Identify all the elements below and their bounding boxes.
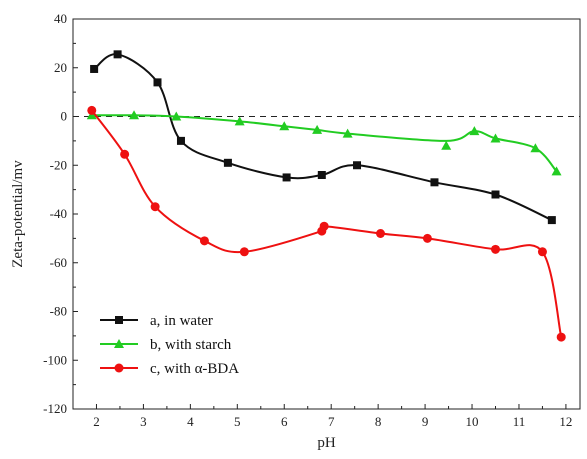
series-starch-point — [441, 140, 452, 150]
series-bda-point — [199, 236, 209, 246]
series-starch-point — [551, 166, 562, 176]
series-starch-point — [234, 116, 245, 126]
plot-area: 40 20 0 -20 -40 -60 -80 -100 -120 2 3 4 5 6 7 8 9 10 11 12 — [43, 11, 581, 429]
series-water-point — [113, 50, 122, 59]
series-bda-point — [150, 202, 160, 212]
series-bda-point — [375, 229, 385, 238]
series-bda-point — [120, 149, 130, 159]
series-water-point — [90, 64, 99, 73]
legend-marker — [114, 339, 124, 348]
y-tick-label: -80 — [50, 304, 67, 319]
series-bda — [87, 105, 566, 342]
y-tick-label: -40 — [50, 206, 67, 221]
x-tick-label: 2 — [93, 414, 100, 429]
series-bda-point — [422, 233, 432, 243]
series-water-curve — [93, 53, 553, 222]
x-tick-label: 8 — [375, 414, 382, 429]
series-starch-point — [129, 110, 140, 120]
legend-marker — [115, 316, 123, 324]
series-starch-point — [171, 111, 182, 121]
x-tick-label: 7 — [328, 414, 335, 429]
x-tick-label: 12 — [559, 414, 572, 429]
legend-label: c, with α-BDA — [150, 361, 239, 377]
series-water-point — [547, 216, 556, 225]
series-starch-point — [342, 128, 353, 138]
series-bda-point — [319, 221, 329, 231]
y-tick-label: 40 — [54, 11, 67, 26]
x-tick-label: 11 — [513, 414, 526, 429]
legend-marker — [114, 363, 124, 373]
series-bda-point — [556, 332, 566, 342]
x-tick-label: 6 — [281, 414, 288, 429]
y-tick-label: -100 — [43, 352, 67, 367]
y-tick-label: 20 — [54, 60, 67, 75]
series-water-point — [176, 136, 185, 145]
x-tick-label: 9 — [422, 414, 429, 429]
x-tick-label: 5 — [234, 414, 241, 429]
series-starch-point — [312, 124, 323, 134]
series-water-point — [491, 190, 500, 199]
legend-item-water: a, in water — [100, 313, 213, 329]
y-tick-label: -20 — [50, 157, 67, 172]
y-tick-label: -60 — [50, 255, 67, 270]
y-tick-label: 0 — [61, 109, 68, 124]
legend: a, in water b, with starch c, with α-BDA — [100, 313, 239, 377]
series-bda-point — [537, 247, 547, 257]
series-bda-point — [87, 105, 97, 115]
series-starch-point — [279, 121, 290, 131]
x-axis-title: pH — [317, 435, 336, 451]
y-axis-title: Zeta-potential/mv — [10, 160, 26, 268]
x-tick-label: 4 — [187, 414, 194, 429]
y-tick-label: -120 — [43, 401, 67, 416]
series-starch-point — [490, 133, 501, 143]
series-water-point — [282, 173, 291, 182]
series-water — [90, 50, 556, 225]
series-starch — [86, 110, 562, 176]
series-bda-point — [491, 244, 500, 254]
x-tick-label: 10 — [466, 414, 479, 429]
series-bda-point — [239, 247, 249, 257]
legend-item-starch: b, with starch — [100, 337, 232, 353]
x-tick-label: 3 — [140, 414, 147, 429]
series-water-point — [317, 171, 326, 179]
series-starch-curve — [91, 114, 558, 172]
series-water-point — [153, 78, 162, 87]
legend-label: b, with starch — [150, 337, 232, 353]
series-water-point — [223, 158, 232, 167]
series-starch-point — [530, 143, 541, 153]
series-starch-point — [469, 126, 480, 136]
series-water-point — [353, 161, 362, 170]
legend-label: a, in water — [150, 313, 213, 329]
legend-item-bda: c, with α-BDA — [100, 361, 239, 377]
series-water-point — [430, 178, 439, 187]
